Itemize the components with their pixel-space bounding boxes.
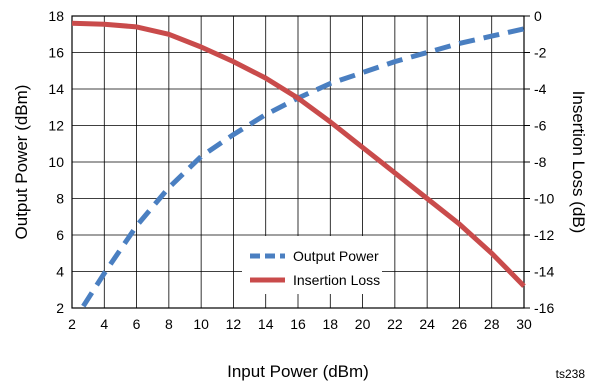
y2-tick-label: -2 xyxy=(534,45,547,61)
y-tick-label: 2 xyxy=(56,300,64,316)
x-tick-label: 16 xyxy=(290,316,306,332)
x-tick-label: 12 xyxy=(226,316,242,332)
x-tick-label: 4 xyxy=(100,316,108,332)
x-tick-label: 14 xyxy=(258,316,274,332)
y-tick-label: 10 xyxy=(48,154,64,170)
y2-tick-label: -14 xyxy=(534,264,554,280)
legend-label-insertion-loss: Insertion Loss xyxy=(293,272,380,288)
x-tick-label: 8 xyxy=(165,316,173,332)
y-tick-label: 18 xyxy=(48,8,64,24)
y2-tick-label: -16 xyxy=(534,300,554,316)
series-line-insertion-loss xyxy=(71,20,526,288)
y-tick-label: 8 xyxy=(56,191,64,207)
y2-axis-ticks: 0 -2 -4 -6 -8 -10 -12 -14 -16 xyxy=(524,8,554,316)
series-layer xyxy=(71,20,526,308)
x-tick-label: 10 xyxy=(193,316,209,332)
y-tick-label: 12 xyxy=(48,118,64,134)
y-tick-label: 6 xyxy=(56,227,64,243)
y-axis-ticks: 2 4 6 8 10 12 14 16 18 xyxy=(48,8,64,316)
x-tick-label: 28 xyxy=(484,316,500,332)
y2-tick-label: -10 xyxy=(534,191,554,207)
y-tick-label: 4 xyxy=(56,264,64,280)
x-tick-label: 24 xyxy=(419,316,435,332)
x-tick-label: 18 xyxy=(322,316,338,332)
x-tick-label: 22 xyxy=(387,316,403,332)
y2-tick-label: -8 xyxy=(534,154,547,170)
y2-axis-label: Insertion Loss (dB) xyxy=(569,91,588,234)
x-tick-label: 6 xyxy=(133,316,141,332)
y-tick-label: 14 xyxy=(48,81,64,97)
x-axis-ticks: 2 4 6 8 10 12 14 16 18 20 22 24 26 28 30 xyxy=(68,316,532,332)
legend: Output Power Insertion Loss xyxy=(242,236,382,294)
legend-label-output-power: Output Power xyxy=(293,248,379,264)
x-tick-label: 30 xyxy=(516,316,532,332)
x-tick-label: 2 xyxy=(68,316,76,332)
legend-box xyxy=(242,236,382,294)
x-tick-label: 26 xyxy=(452,316,468,332)
y2-tick-label: -12 xyxy=(534,227,554,243)
y2-tick-label: -4 xyxy=(534,81,547,97)
figure-tag: ts238 xyxy=(556,367,586,381)
y-tick-label: 16 xyxy=(48,45,64,61)
y2-tick-label: 0 xyxy=(534,8,542,24)
y-axis-label: Output Power (dBm) xyxy=(12,85,31,240)
x-tick-label: 20 xyxy=(355,316,371,332)
y2-tick-label: -6 xyxy=(534,118,547,134)
x-axis-label: Input Power (dBm) xyxy=(227,362,369,381)
